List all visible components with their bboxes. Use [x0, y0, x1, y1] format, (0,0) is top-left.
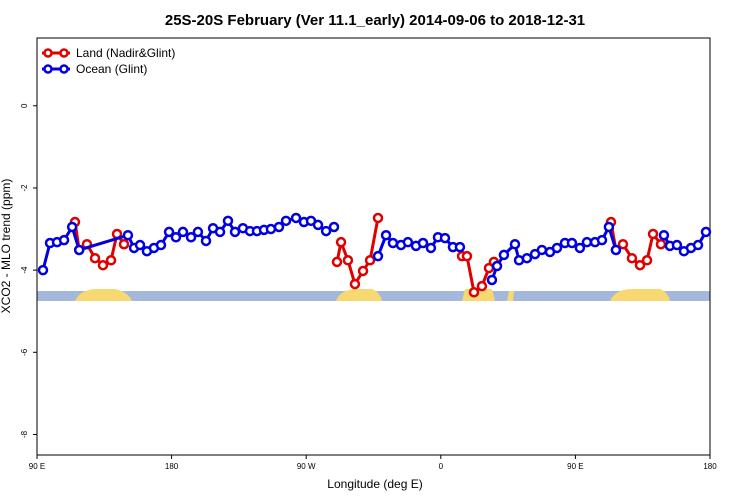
point: [581, 236, 593, 248]
point: [118, 238, 130, 250]
point: [97, 259, 109, 271]
point: [626, 252, 638, 264]
point: [185, 232, 197, 243]
point: [105, 255, 117, 266]
point: [342, 255, 354, 266]
y-tick-label: -4: [20, 266, 29, 274]
x-tick-label: 90 E: [29, 462, 45, 471]
series-line: [335, 217, 380, 288]
point: [66, 221, 78, 233]
point: [439, 232, 451, 244]
legend-marker: [59, 64, 69, 74]
point: [222, 215, 234, 227]
point: [425, 242, 437, 254]
point: [312, 219, 324, 231]
point: [387, 237, 399, 249]
point: [551, 242, 563, 254]
x-tick-label: 90 W: [297, 462, 316, 471]
point: [574, 242, 586, 254]
legend-marker: [59, 48, 69, 58]
point: [73, 244, 85, 256]
point: [290, 212, 302, 224]
point: [89, 252, 101, 264]
point: [328, 221, 340, 233]
y-axis-label: XCO2 - MLO trend (ppm): [0, 179, 13, 314]
point: [372, 212, 384, 224]
point: [521, 252, 533, 264]
x-tick-label: 180: [703, 462, 717, 471]
surface-strip: [37, 289, 710, 301]
point: [700, 226, 712, 238]
point: [58, 234, 70, 246]
point: [155, 239, 167, 251]
plot-frame: [36, 37, 711, 456]
point: [641, 255, 653, 266]
point: [200, 235, 212, 247]
point: [647, 228, 659, 240]
point: [335, 236, 347, 248]
point: [658, 229, 670, 241]
point: [364, 255, 376, 266]
point: [468, 287, 480, 298]
point: [596, 234, 608, 246]
point: [273, 221, 285, 233]
x-tick-label: 180: [165, 462, 179, 471]
point: [134, 239, 146, 251]
y-tick-label: -2: [20, 184, 29, 192]
point: [476, 280, 488, 292]
y-tick-label: -8: [20, 430, 29, 438]
point: [214, 226, 226, 238]
point: [655, 238, 667, 250]
x-tick-label: 0: [439, 462, 444, 471]
point: [265, 223, 277, 235]
point: [357, 265, 369, 277]
point: [509, 238, 521, 250]
point: [122, 229, 134, 241]
point: [331, 256, 343, 268]
point: [603, 221, 615, 233]
x-axis-label: Longitude (deg E): [327, 477, 422, 491]
y-tick-label: 0: [20, 103, 29, 108]
point: [320, 225, 332, 237]
point: [177, 226, 189, 238]
point: [163, 226, 175, 238]
point: [692, 239, 704, 251]
legend-label: Land (Nadir&Glint): [76, 46, 175, 60]
point: [37, 264, 49, 276]
point: [454, 241, 466, 253]
point: [170, 232, 182, 243]
x-tick-label: 90 E: [567, 462, 583, 471]
point: [461, 250, 473, 262]
point: [192, 226, 204, 238]
point: [229, 226, 241, 238]
y-tick-label: -6: [20, 348, 29, 356]
point: [610, 244, 622, 256]
point: [402, 236, 414, 248]
legend-marker: [43, 64, 53, 74]
point: [617, 238, 629, 250]
point: [498, 249, 510, 261]
point: [280, 215, 292, 227]
chart-title: 25S-20S February (Ver 11.1_early) 2014-0…: [165, 12, 585, 29]
point: [417, 237, 429, 249]
point: [671, 239, 683, 251]
point: [486, 274, 498, 286]
point: [491, 260, 503, 272]
point: [536, 244, 548, 256]
point: [380, 229, 392, 241]
point: [634, 259, 646, 271]
legend-marker: [43, 48, 53, 58]
legend-label: Ocean (Glint): [76, 62, 147, 76]
point: [372, 250, 384, 262]
point: [566, 237, 578, 249]
point: [349, 278, 361, 290]
